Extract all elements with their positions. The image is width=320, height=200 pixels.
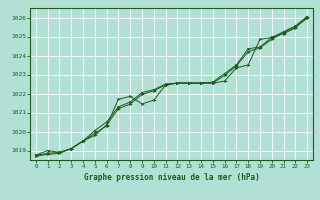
X-axis label: Graphe pression niveau de la mer (hPa): Graphe pression niveau de la mer (hPa) bbox=[84, 173, 260, 182]
